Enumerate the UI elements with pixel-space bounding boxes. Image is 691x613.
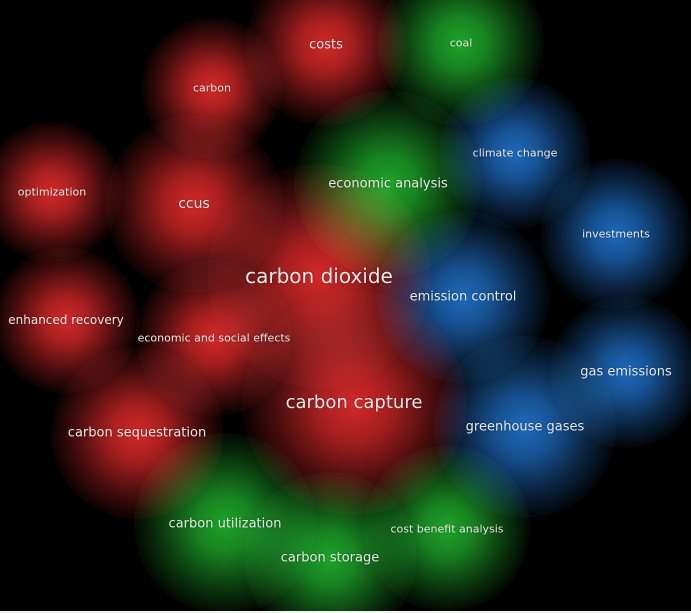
term-label[interactable]: carbon capture (285, 392, 423, 413)
term-label[interactable]: emission control (409, 289, 517, 305)
term-label[interactable]: climate change (472, 146, 558, 160)
term-label[interactable]: economic and social effects (137, 331, 291, 345)
term-label[interactable]: gas emissions (580, 364, 672, 380)
term-label[interactable]: carbon (193, 81, 231, 95)
density-blob-green (244, 472, 416, 613)
term-label[interactable]: cost benefit analysis (390, 522, 504, 536)
term-label[interactable]: coal (449, 36, 473, 50)
term-label[interactable]: optimization (17, 185, 87, 199)
term-label[interactable]: enhanced recovery (8, 313, 124, 327)
term-label[interactable]: ccus (178, 196, 210, 212)
bottom-edge-strip (0, 611, 691, 613)
term-label[interactable]: carbon dioxide (245, 264, 393, 288)
term-label[interactable]: carbon utilization (168, 516, 282, 532)
term-label[interactable]: costs (309, 37, 343, 53)
term-label[interactable]: carbon sequestration (67, 425, 207, 441)
term-label[interactable]: economic analysis (328, 176, 448, 192)
term-label[interactable]: greenhouse gases (465, 419, 585, 435)
density-blob-green (377, 0, 545, 127)
term-label[interactable]: investments (582, 227, 650, 241)
term-label[interactable]: carbon storage (280, 550, 380, 566)
density-blob-red (245, 0, 407, 126)
